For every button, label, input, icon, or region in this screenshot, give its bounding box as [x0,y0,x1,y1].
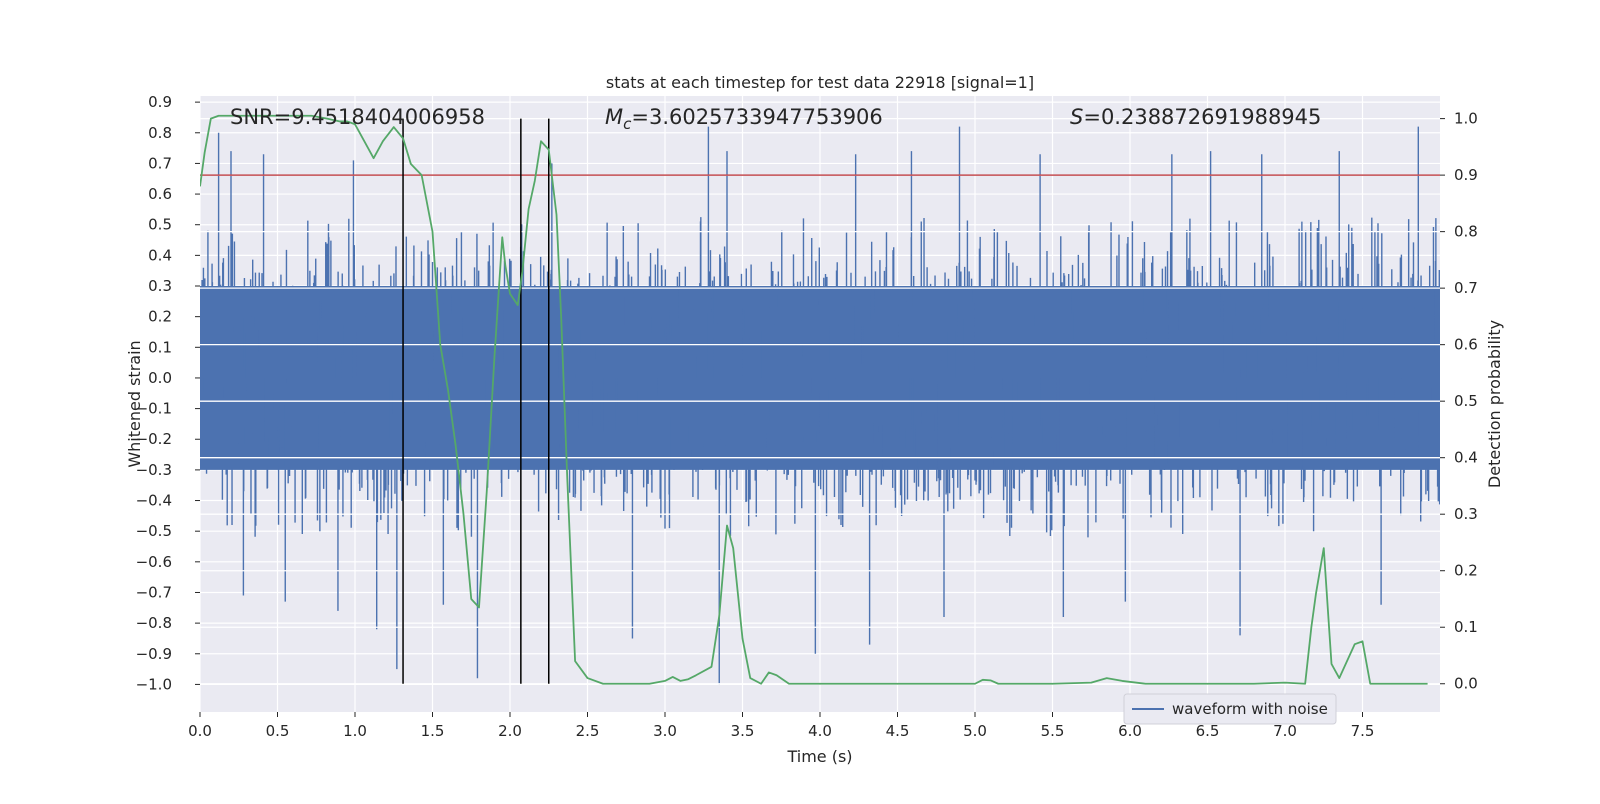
y-tick-label-left: −0.4 [136,492,172,510]
y-tick-label-left: −0.8 [136,614,172,632]
y-tick-label-left: 0.5 [148,216,172,234]
x-tick-label: 6.0 [1118,722,1142,740]
x-tick-label: 6.5 [1196,722,1220,740]
y-tick-label-right: 0.0 [1454,675,1478,693]
y-tick-label-left: −0.9 [136,645,172,663]
y-tick-label-left: −1.0 [136,675,172,693]
s-symbol: S [1070,105,1083,129]
y-tick-label-left: 0.1 [148,338,172,356]
x-tick-label: 3.0 [653,722,677,740]
x-axis-label: Time (s) [786,747,852,766]
y-tick-label-left: 0.0 [148,369,172,387]
x-tick-label: 0.5 [266,722,290,740]
y-tick-label-left: −0.3 [136,461,172,479]
s-annotation: S=0.238872691988945 [1070,105,1321,129]
y-tick-label-left: 0.4 [148,246,172,264]
y-tick-label-left: 0.7 [148,154,172,172]
axis-ticks: 0.0 0.5 1.0 1.5 2.0 2.5 3.0 3.5 4.0 4.5 5.0 5.5 6.0 6… [136,93,1478,740]
y-tick-label-left: 0.2 [148,308,172,326]
y-axis-label-left: Whitened strain [125,340,144,467]
x-tick-label: 2.5 [576,722,600,740]
x-tick-label: 3.5 [731,722,755,740]
y-axis-label-right: Detection probability [1485,320,1504,488]
y-tick-label-left: 0.8 [148,124,172,142]
x-tick-label: 7.5 [1351,722,1375,740]
probability-series [200,114,1428,685]
y-tick-label-right: 0.2 [1454,562,1478,580]
legend: waveform with noise [1123,693,1337,725]
legend-label: waveform with noise [1172,700,1328,718]
y-tick-label-right: 0.7 [1454,279,1478,297]
x-tick-label: 4.5 [886,722,910,740]
snr-annotation: SNR=9.4518404006958 [230,105,485,129]
chart-title: stats at each timestep for test data 229… [606,73,1034,92]
legend-box [1123,693,1337,725]
detection-probability-line [200,114,1428,685]
x-tick-label: 4.0 [808,722,832,740]
s-value: =0.238872691988945 [1083,105,1321,129]
chirp-mass-value: =3.6025733947753906 [631,105,882,129]
x-tick-label: 1.0 [343,722,367,740]
y-tick-label-right: 0.9 [1454,166,1478,184]
y-tick-label-left: 0.9 [148,93,172,111]
y-tick-label-left: −0.6 [136,553,172,571]
x-tick-label: 7.0 [1273,722,1297,740]
y-tick-label-left: −0.2 [136,430,172,448]
x-tick-label: 2.0 [498,722,522,740]
y-tick-label-right: 1.0 [1454,110,1478,128]
x-tick-label: 5.5 [1041,722,1065,740]
waveform-line [200,126,1440,685]
x-tick-label: 0.0 [188,722,212,740]
y-tick-label-right: 0.4 [1454,449,1478,467]
y-tick-label-right: 0.3 [1454,505,1478,523]
y-tick-label-left: 0.6 [148,185,172,203]
y-tick-label-left: 0.3 [148,277,172,295]
y-tick-label-right: 0.1 [1454,618,1478,636]
chirp-mass-subscript: c [623,115,632,133]
y-tick-label-left: −0.7 [136,583,172,601]
y-tick-label-right: 0.5 [1454,392,1478,410]
x-tick-label: 5.0 [963,722,987,740]
y-tick-label-right: 0.6 [1454,336,1478,354]
overlay-lines [200,117,1440,685]
chirp-mass-annotation: Mc=3.6025733947753906 [605,105,883,133]
y-tick-label-right: 0.8 [1454,223,1478,241]
waveform-series [200,126,1440,685]
y-tick-label-left: −0.1 [136,400,172,418]
x-tick-label: 1.5 [421,722,445,740]
chirp-mass-symbol: M [605,105,623,129]
y-tick-label-left: −0.5 [136,522,172,540]
